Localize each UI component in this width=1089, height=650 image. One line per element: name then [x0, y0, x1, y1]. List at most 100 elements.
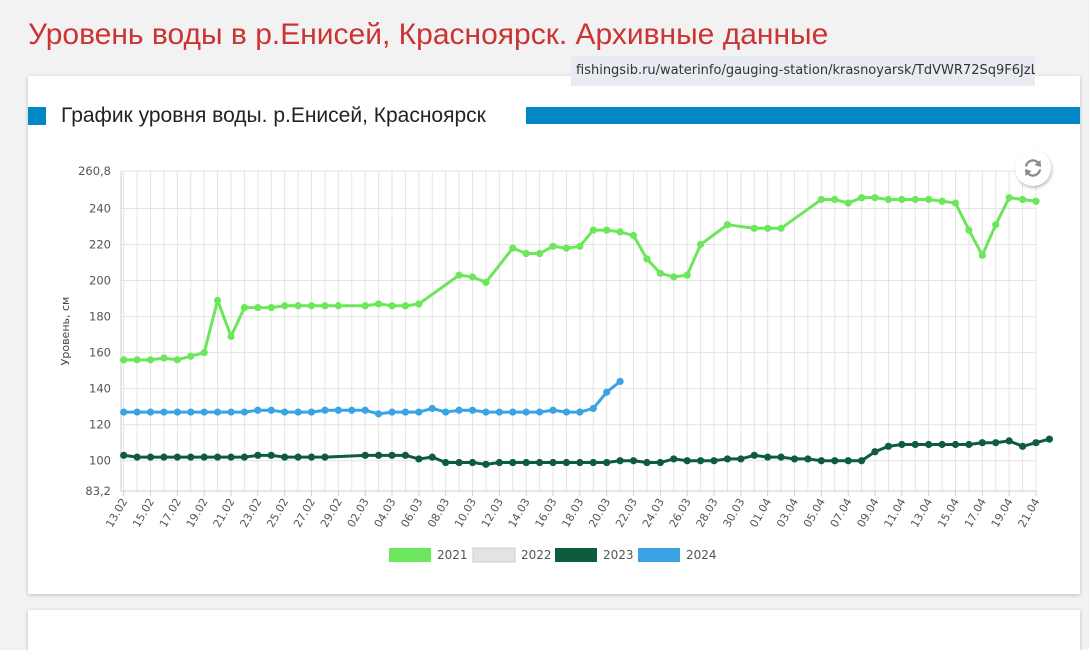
data-point: [442, 458, 450, 467]
data-point: [589, 404, 597, 413]
data-point: [710, 457, 718, 465]
data-point: [160, 453, 168, 461]
data-point: [240, 453, 249, 461]
data-point: [213, 453, 222, 461]
data-point: [535, 249, 544, 258]
data-point: [173, 356, 181, 364]
data-point: [213, 296, 222, 304]
data-point: [589, 458, 597, 467]
data-point: [656, 458, 664, 467]
data-point: [468, 273, 477, 281]
legend-item-2022: 2022: [472, 547, 552, 563]
data-point: [549, 406, 557, 414]
refresh-icon: [1024, 159, 1042, 177]
y-tick-label: 260,8: [78, 164, 111, 178]
data-point: [817, 195, 825, 204]
data-point: [750, 224, 758, 232]
data-point: [764, 224, 772, 232]
data-point: [522, 408, 530, 416]
data-point: [764, 453, 772, 461]
data-point: [267, 303, 275, 312]
series-2024: [120, 377, 624, 418]
data-point: [629, 231, 638, 240]
data-point: [307, 453, 316, 461]
data-point: [482, 278, 490, 286]
x-tick-label: 22.03: [613, 496, 640, 530]
data-point: [965, 226, 973, 234]
data-point: [455, 406, 463, 414]
x-tick-label: 16.03: [533, 496, 560, 530]
data-point: [482, 408, 490, 416]
data-point: [535, 458, 544, 467]
data-point: [173, 453, 181, 461]
data-point: [790, 455, 799, 463]
x-tick-label: 19.02: [184, 496, 211, 530]
data-point: [911, 440, 919, 449]
x-tick-label: 24.03: [640, 496, 667, 530]
data-point: [495, 458, 503, 467]
x-tick-label: 01.04: [747, 496, 774, 530]
data-point: [670, 273, 678, 281]
data-point: [616, 228, 624, 236]
data-point: [227, 408, 235, 416]
data-point: [146, 356, 155, 364]
data-point: [844, 199, 852, 207]
data-point: [133, 453, 141, 461]
legend-label: 2024: [686, 548, 717, 562]
data-point: [603, 458, 611, 467]
data-point: [388, 451, 396, 459]
data-point: [562, 408, 571, 416]
data-point: [576, 242, 584, 250]
data-point: [133, 356, 141, 364]
x-tick-label: 19.04: [989, 496, 1016, 530]
data-point: [576, 408, 584, 416]
data-point: [254, 406, 262, 414]
data-point: [509, 458, 517, 467]
data-point: [629, 457, 638, 465]
page-title: Уровень воды в р.Енисей, Красноярск. Арх…: [28, 18, 829, 51]
data-point: [227, 332, 235, 341]
x-tick-label: 13.04: [908, 496, 935, 530]
data-point: [307, 302, 316, 310]
data-point: [562, 244, 571, 252]
data-point: [321, 453, 329, 461]
data-point: [871, 194, 879, 202]
legend-label: 2022: [521, 548, 552, 562]
y-axis-label: Уровень, см: [59, 297, 72, 366]
data-point: [938, 197, 946, 205]
y-tick-label: 240: [89, 201, 111, 215]
data-point: [415, 300, 423, 308]
refresh-button[interactable]: [1015, 150, 1051, 186]
data-point: [844, 457, 852, 465]
data-point: [240, 303, 249, 312]
data-point: [254, 303, 262, 312]
data-point: [281, 302, 289, 310]
data-point: [401, 302, 410, 310]
data-point: [643, 255, 651, 263]
data-point: [442, 408, 450, 416]
data-point: [549, 458, 557, 467]
section-accent-bar: [526, 107, 1080, 124]
legend-swatch: [555, 548, 597, 562]
data-point: [334, 406, 342, 414]
data-point: [200, 349, 208, 357]
x-tick-label: 04.03: [372, 496, 399, 530]
data-point: [160, 354, 168, 362]
x-tick-label: 18.03: [559, 496, 586, 530]
data-point: [696, 240, 705, 249]
x-tick-label: 30.03: [720, 496, 747, 530]
data-point: [831, 457, 839, 465]
data-point: [120, 408, 128, 416]
data-point: [509, 408, 517, 416]
legend-item-2023: 2023: [555, 548, 634, 562]
data-point: [321, 302, 329, 310]
x-tick-label: 26.03: [667, 496, 694, 530]
data-point: [294, 408, 302, 416]
legend-swatch: [389, 548, 431, 562]
x-tick-label: 21.04: [1016, 496, 1043, 530]
x-tick-label: 09.04: [855, 496, 882, 530]
data-point: [307, 408, 316, 416]
data-point: [683, 457, 691, 465]
data-point: [374, 451, 383, 459]
data-point: [911, 195, 919, 204]
